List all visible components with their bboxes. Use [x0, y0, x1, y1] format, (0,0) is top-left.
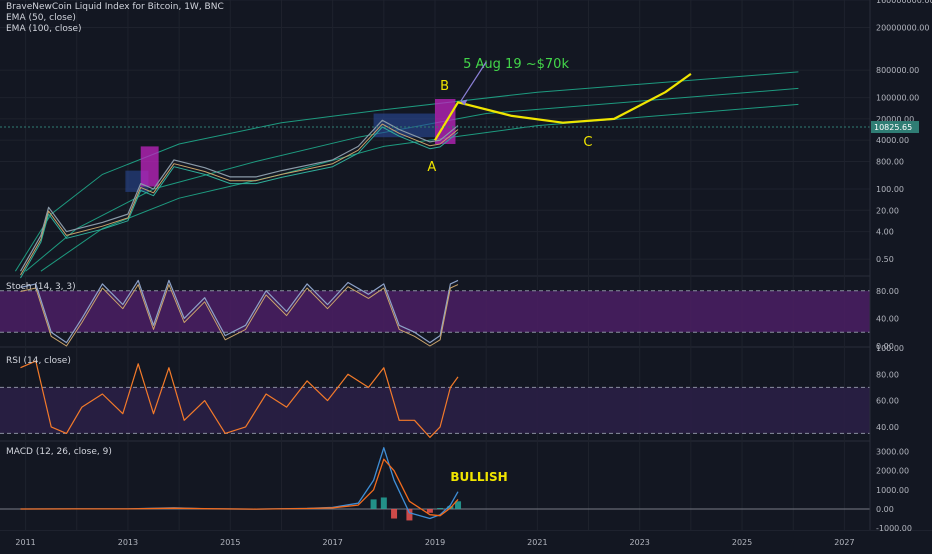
- rsi-tick-label: 60.00: [876, 397, 899, 406]
- time-tick-label: 2025: [732, 538, 752, 547]
- last-price-value: 10825.65: [874, 123, 912, 132]
- time-tick-label: 2023: [630, 538, 650, 547]
- price-tick-label: 100.00: [876, 185, 904, 194]
- target-arrow: [460, 61, 487, 102]
- time-tick-label: 2019: [425, 538, 445, 547]
- rsi-tick-label: 100.00: [876, 344, 904, 353]
- stoch-tick-label: 80.00: [876, 287, 899, 296]
- time-tick-label: 2011: [15, 538, 35, 547]
- channel-upper: [14, 71, 799, 272]
- macd-hist-bar: [437, 508, 444, 509]
- stoch-k-line: [20, 279, 459, 344]
- time-tick-label: 2021: [527, 538, 547, 547]
- macd-hist-bar: [370, 499, 377, 509]
- time-tick-label: 2017: [322, 538, 342, 547]
- price-line: [19, 119, 459, 272]
- ema100-line: [20, 126, 459, 279]
- time-axis-bg: [0, 531, 932, 550]
- rsi-band: [0, 387, 870, 434]
- rsi-line: [20, 360, 459, 438]
- price-tick-label: 20000000.00: [876, 24, 929, 33]
- macd-tick-label: 3000.00: [876, 448, 909, 457]
- box-2013-magenta: [140, 146, 159, 187]
- price-tick-label: 20000.00: [876, 115, 914, 124]
- grid-layer: [0, 0, 932, 532]
- macd-tick-label: 1000.00: [876, 486, 909, 495]
- last-price-tag: [871, 121, 919, 134]
- rsi-tick-label: 40.00: [876, 423, 899, 432]
- macd-pane-bg: [0, 442, 932, 530]
- price-tick-label: 0.50: [876, 255, 894, 264]
- ema50-line: [20, 123, 459, 276]
- time-tick-label: 2015: [220, 538, 240, 547]
- point-c-label: C: [583, 135, 592, 150]
- stoch-tick-label: 40.00: [876, 314, 899, 323]
- macd-tick-label: 0.00: [876, 505, 894, 514]
- rsi-label[interactable]: RSI (14, close): [6, 356, 71, 366]
- macd-hist-bar: [455, 501, 462, 509]
- price-tick-label: 20.00: [876, 206, 899, 215]
- price-tick-label: 100000.00: [876, 94, 919, 103]
- stoch-band: [0, 290, 870, 333]
- stoch-d-line: [20, 284, 459, 347]
- box-2018-blue: [373, 113, 435, 138]
- price-axis: 160000000.00 20000000.00 800000.00 100000.0…: [869, 0, 932, 533]
- chart-legend: BraveNewCoin Liquid Index for Bitcoin, 1…: [6, 2, 224, 35]
- time-tick-label: 2013: [118, 538, 138, 547]
- axis-bg: [870, 0, 932, 530]
- price-tick-label: 800000.00: [876, 66, 919, 75]
- signal-line: [20, 458, 459, 517]
- point-b-label: B: [440, 79, 449, 94]
- projection-curve: [434, 73, 692, 141]
- ema100-legend[interactable]: EMA (100, close): [6, 24, 82, 34]
- point-a-label: A: [427, 160, 436, 175]
- macd-hist-bar: [380, 497, 387, 509]
- macd-tick-label: 2000.00: [876, 467, 909, 476]
- series-layer: [0, 73, 870, 521]
- target-annotation: 5 Aug 19 ~$70k: [463, 57, 569, 72]
- annotation-layer: 5 Aug 19 ~$70k B A C BULLISH: [427, 57, 592, 484]
- time-axis: 2011 2013 2015 2017 2019 2021 2023 2025 2027: [0, 531, 932, 550]
- symbol-title[interactable]: BraveNewCoin Liquid Index for Bitcoin, 1…: [6, 2, 224, 12]
- macd-hist-bar: [406, 508, 413, 521]
- macd-hist-bar: [426, 508, 433, 513]
- price-tick-label: 4000.00: [876, 136, 909, 145]
- target-arrow-head: [460, 99, 468, 106]
- stoch-tick-label: 0.00: [876, 342, 894, 351]
- indicator-bands: [0, 290, 870, 510]
- rsi-tick-label: 80.00: [876, 370, 899, 379]
- price-pane-bg: [0, 0, 932, 275]
- macd-hist-bar: [391, 508, 398, 519]
- price-tick-label: 160000000.00: [876, 0, 932, 5]
- ema50-legend[interactable]: EMA (50, close): [6, 13, 76, 23]
- stoch-label[interactable]: Stoch (14, 3, 3): [6, 282, 76, 292]
- macd-label[interactable]: MACD (12, 26, close, 9): [6, 447, 112, 457]
- bullish-annotation: BULLISH: [450, 470, 507, 484]
- macd-tick-label: -1000.00: [876, 524, 912, 533]
- time-tick-label: 2027: [834, 538, 854, 547]
- price-tick-label: 800.00: [876, 157, 904, 166]
- price-tick-label: 4.00: [876, 228, 894, 237]
